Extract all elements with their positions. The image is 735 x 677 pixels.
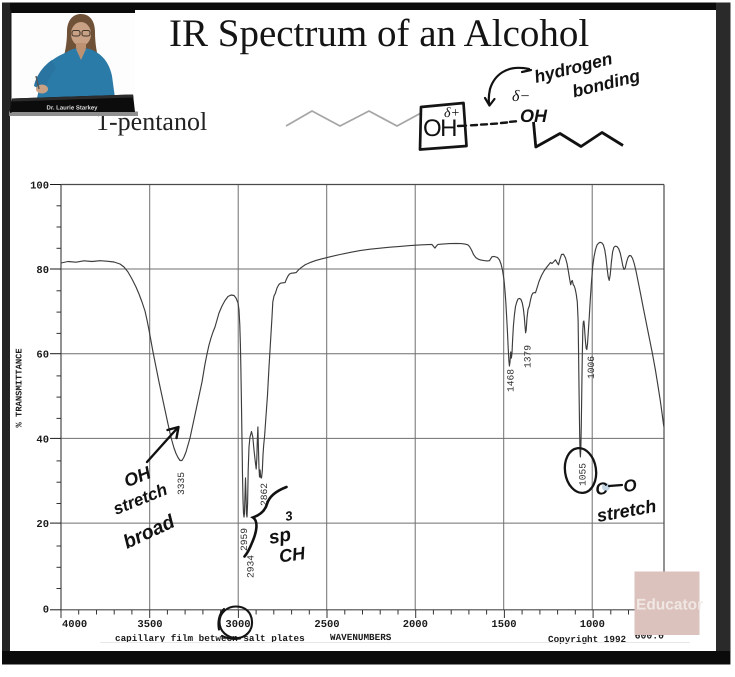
svg-text:3: 3 [284,508,294,524]
svg-text:100: 100 [30,181,49,193]
svg-text:1468: 1468 [506,369,517,392]
svg-text:O: O [622,476,637,496]
svg-text:3335: 3335 [176,472,187,495]
svg-text:2500: 2500 [314,619,339,631]
svg-text:600.0: 600.0 [635,631,665,642]
svg-text:OH: OH [423,115,456,142]
svg-text:capillary film between salt pl: capillary film between salt plates [115,633,305,644]
svg-text:CH: CH [278,543,308,567]
svg-text:60: 60 [36,350,49,362]
svg-text:2959: 2959 [239,528,250,551]
svg-text:80: 80 [36,265,49,277]
svg-text:1000: 1000 [580,619,605,631]
svg-text:WAVENUMBERS: WAVENUMBERS [330,632,392,643]
svg-text:2934: 2934 [246,555,257,578]
svg-text:20: 20 [36,519,49,531]
svg-text:0: 0 [43,605,49,617]
svg-text:3500: 3500 [137,619,162,631]
svg-text:40: 40 [36,434,49,446]
svg-text:δ+: δ+ [444,106,460,121]
svg-text:δ−: δ− [512,88,530,105]
svg-text:4000: 4000 [62,619,87,631]
svg-text:Copyright 1992: Copyright 1992 [548,634,627,645]
svg-text:Educator: Educator [636,597,703,614]
svg-text:3000: 3000 [225,619,250,631]
svg-text:OH: OH [520,106,548,126]
svg-text:1006: 1006 [586,356,597,379]
svg-text:C: C [594,479,609,499]
svg-text:% TRANSMITTANCE: % TRANSMITTANCE [15,348,25,427]
svg-text:Dr. Laurie Starkey: Dr. Laurie Starkey [46,105,98,112]
svg-text:1379: 1379 [523,345,534,368]
svg-text:stretch: stretch [595,496,658,526]
svg-text:2000: 2000 [403,619,428,631]
svg-text:2862: 2862 [259,483,270,506]
svg-text:1500: 1500 [491,619,516,631]
svg-text:sp: sp [267,524,292,549]
svg-text:1055: 1055 [578,463,589,486]
